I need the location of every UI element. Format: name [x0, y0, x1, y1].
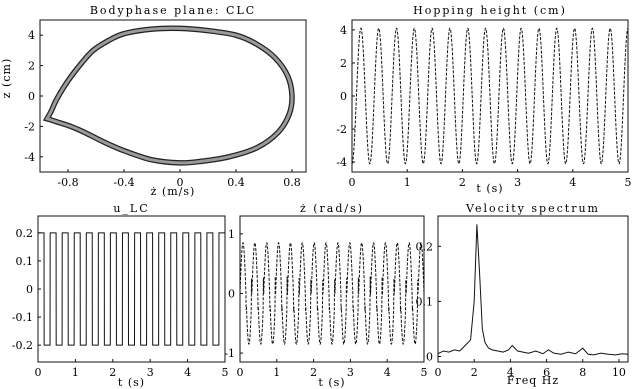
- x-tick-label: 1: [72, 366, 79, 379]
- x-tick-label: 0.4: [227, 176, 245, 189]
- chart-title: Velocity spectrum: [465, 202, 600, 215]
- y-axis-label: z (cm): [0, 58, 13, 98]
- x-tick-label: 3: [147, 366, 154, 379]
- y-tick-label: 1: [228, 228, 235, 241]
- chart-title: u_LC: [113, 202, 149, 215]
- x-axis-label: t (s): [476, 182, 503, 195]
- series-line: [44, 26, 294, 165]
- plot-frame: [37, 215, 226, 363]
- x-tick-label: 5: [625, 176, 632, 189]
- y-tick-label: 0.1: [16, 255, 34, 268]
- chart-panel-3: 0 1 2 3 4 5 0.2 0.1 0 -0.1 -0.2 u_LCt (s): [12, 202, 229, 389]
- y-tick-label: 0.2: [16, 227, 34, 240]
- x-tick-label: 2: [109, 366, 116, 379]
- plot-frame: [239, 215, 425, 363]
- x-tick-label: -0.4: [113, 176, 134, 189]
- x-axis-label: t (s): [318, 376, 345, 389]
- series-line: [438, 224, 628, 356]
- x-tick-label: 4: [184, 366, 191, 379]
- y-tick-label: 0.1: [416, 295, 434, 308]
- series-line-outline: [42, 25, 295, 166]
- y-tick-label: 0: [26, 283, 33, 296]
- y-tick-label: 4: [28, 29, 35, 42]
- x-tick-label: 4: [507, 366, 514, 379]
- series-line: [352, 27, 628, 165]
- x-tick-label: 4: [384, 366, 391, 379]
- chart-title: ż (rad/s): [300, 202, 364, 215]
- y-tick-label: -1: [224, 347, 235, 360]
- x-tick-label: 0: [35, 366, 42, 379]
- y-tick-label: -2: [336, 123, 347, 136]
- x-axis-label: ż (m/s): [151, 185, 196, 198]
- series-line: [38, 232, 225, 346]
- x-tick-label: -0.8: [57, 176, 78, 189]
- plot-frame: [437, 215, 629, 363]
- chart-title: Hopping height (cm): [413, 4, 567, 17]
- y-tick-label: 2: [28, 60, 35, 73]
- x-tick-label: 0: [435, 366, 442, 379]
- chart-panel-5: 0 2 4 6 8 10 0.2 0.1 0 Velocity spectrum Freq Hz: [416, 202, 629, 387]
- y-tick-label: 0: [228, 287, 235, 300]
- chart-title: Bodyphase plane: CLC: [90, 4, 256, 17]
- y-tick-label: 4: [340, 24, 347, 37]
- y-tick-label: 0: [28, 90, 35, 103]
- y-tick-label: 0.2: [416, 240, 434, 253]
- x-tick-label: 1: [404, 176, 411, 189]
- x-tick-label: 0: [177, 176, 184, 189]
- x-tick-label: 10: [612, 366, 626, 379]
- x-tick-label: 2: [459, 176, 466, 189]
- chart-panel-2: 0 1 2 3 4 5 4 2 0 -2 -4 Hopping height (cm) t (s): [336, 4, 631, 195]
- x-tick-label: 5: [421, 366, 428, 379]
- y-tick-label: -4: [336, 156, 347, 169]
- x-axis-label: Freq Hz: [507, 374, 559, 387]
- x-tick-label: 5: [222, 366, 229, 379]
- x-tick-label: 4: [569, 176, 576, 189]
- y-tick-label: -4: [24, 151, 35, 164]
- x-tick-label: 1: [273, 366, 280, 379]
- chart-panel-1: -0.8 -0.4 0 0.4 0.8 4 2 0 -2 -4 Bodyphase plane: C…: [0, 4, 307, 198]
- x-tick-label: 0: [237, 366, 244, 379]
- series-line: [240, 242, 424, 345]
- y-tick-label: 0: [426, 350, 433, 363]
- x-tick-label: 2: [310, 366, 317, 379]
- x-tick-label: 3: [347, 366, 354, 379]
- x-tick-label: 8: [579, 366, 586, 379]
- y-tick-label: 2: [340, 57, 347, 70]
- x-axis-label: t (s): [118, 376, 145, 389]
- y-tick-label: 0: [340, 90, 347, 103]
- x-tick-label: 2: [471, 366, 478, 379]
- plot-frame: [39, 19, 307, 173]
- y-tick-label: -0.2: [12, 339, 33, 352]
- x-tick-label: 3: [514, 176, 521, 189]
- x-tick-label: 6: [543, 366, 550, 379]
- y-tick-label: -0.1: [12, 311, 33, 324]
- y-tick-label: -2: [24, 120, 35, 133]
- chart-panel-4: 0 1 2 3 4 510-1ż (rad/s)t (s): [224, 202, 427, 389]
- x-tick-label: 0.8: [283, 176, 301, 189]
- x-tick-label: 0: [349, 176, 356, 189]
